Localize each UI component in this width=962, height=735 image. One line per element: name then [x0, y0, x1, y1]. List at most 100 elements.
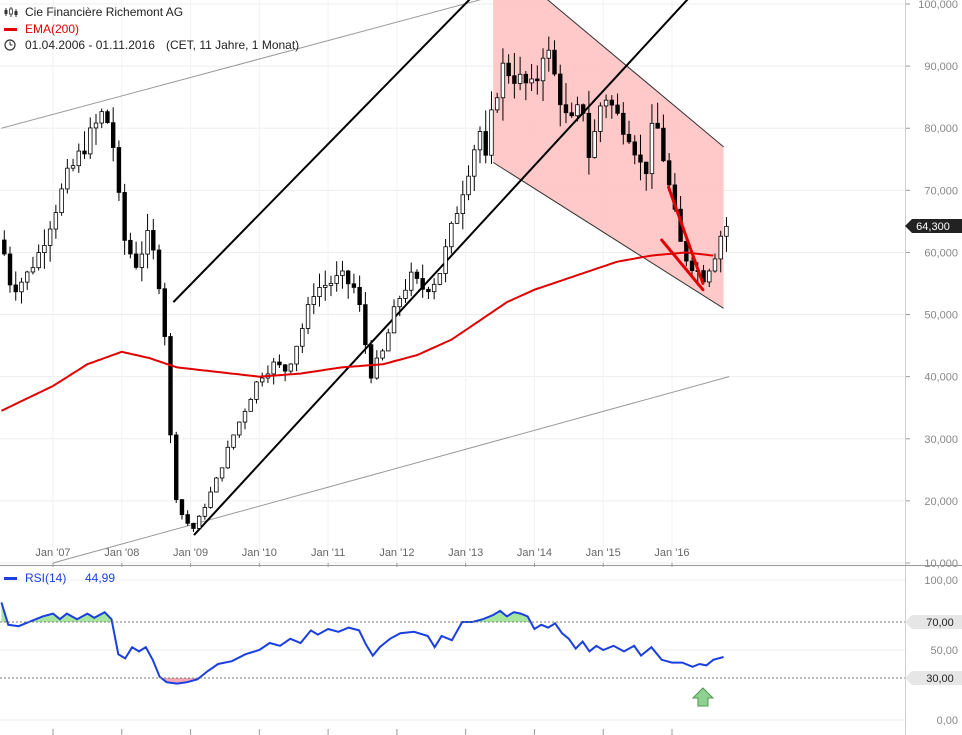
candle-body	[122, 192, 127, 241]
channel-upper-line	[547, 0, 724, 148]
x-tick-label: Jan '09	[173, 547, 208, 559]
candle-body	[420, 278, 425, 290]
price-grid	[0, 0, 905, 564]
descending-channel	[492, 0, 724, 309]
candle-body	[546, 49, 551, 59]
candle-body	[615, 104, 620, 114]
trend-line-outer-upper	[1, 0, 482, 129]
candle-body	[219, 467, 225, 479]
candle-body	[368, 344, 374, 379]
candle-body	[59, 188, 64, 214]
candle-body	[357, 287, 362, 306]
candle-body	[632, 141, 637, 156]
candle-body	[460, 194, 466, 214]
candle-body	[386, 332, 391, 352]
candle-body	[88, 127, 93, 155]
candle-body	[414, 271, 420, 279]
rsi-level-label: 30,00	[926, 673, 954, 685]
candle-body	[151, 230, 156, 251]
candle-body	[666, 160, 672, 186]
candle-body	[116, 147, 122, 193]
candle-body	[477, 131, 483, 151]
candle-body	[454, 213, 460, 224]
candle-body	[133, 253, 139, 268]
candle-body	[517, 73, 523, 84]
candle-body	[621, 112, 626, 135]
candle-body	[334, 275, 339, 284]
y-tick-label: 30,000	[924, 434, 958, 446]
rsi-level-box	[905, 671, 962, 685]
candle-body	[661, 127, 666, 162]
trend-line-uptrend-lower	[193, 0, 689, 536]
y-tick-label: 70,000	[924, 185, 958, 197]
x-tick-label: Jan '11	[311, 547, 345, 559]
rsi-zone-fills	[1, 602, 531, 684]
candle-body	[380, 350, 385, 359]
candle-body	[655, 122, 660, 129]
candle-body	[42, 245, 47, 253]
candle-body	[437, 273, 443, 285]
ema-line	[0, 251, 714, 412]
candle-body	[323, 284, 328, 288]
candle-body	[391, 306, 397, 334]
candle-body	[575, 104, 580, 117]
candle-body	[397, 298, 402, 308]
candle-body	[162, 288, 167, 337]
last-price-label: 64,300	[916, 221, 950, 233]
rsi-x-ticks	[52, 729, 673, 735]
y-tick-label: 40,000	[924, 372, 958, 384]
candle-body	[254, 381, 259, 400]
candle-body	[202, 507, 208, 517]
ema-legend-label: EMA(200)	[25, 22, 79, 36]
candle-body	[374, 357, 380, 379]
ema-legend-swatch	[4, 28, 17, 31]
y-tick-label: 20,000	[924, 496, 958, 508]
candle-body	[466, 175, 471, 196]
candle-body	[311, 296, 316, 305]
candle-body	[93, 122, 99, 129]
candle-body	[288, 363, 294, 372]
candle-body	[506, 62, 511, 77]
x-tick-label: Jan '07	[35, 547, 70, 559]
candle-body	[603, 99, 609, 107]
falling-wedge	[660, 185, 705, 292]
candle-body	[409, 271, 414, 291]
chart-title: Cie Financière Richemont AG	[25, 5, 183, 19]
candle-body	[649, 122, 655, 175]
candle-body	[282, 364, 288, 372]
buy-signal-arrow-icon	[691, 687, 715, 707]
candle-body	[168, 336, 173, 436]
candle-body	[689, 260, 695, 271]
clock-icon	[4, 39, 16, 51]
candle-body	[19, 281, 24, 293]
candle-body	[139, 253, 145, 268]
trend-lines	[1, 0, 730, 564]
rsi-legend-label: RSI(14)	[25, 571, 66, 585]
candle-body	[540, 57, 546, 82]
candle-body	[110, 122, 116, 148]
candle-body	[638, 154, 643, 163]
candle-body	[2, 239, 7, 255]
candle-body	[196, 515, 202, 529]
candle-body	[472, 149, 477, 177]
candle-body	[598, 105, 603, 132]
candle-body	[563, 104, 569, 114]
candle-body	[7, 253, 13, 286]
candle-body	[99, 111, 104, 124]
candle-body	[231, 434, 236, 448]
candle-body	[363, 304, 368, 346]
candle-body	[552, 49, 557, 75]
candle-body	[345, 270, 351, 285]
candle-body	[185, 514, 190, 524]
trend-line-outer-lower	[52, 376, 730, 564]
rsi-level-label: 70,00	[926, 617, 954, 629]
candle-body	[328, 282, 334, 286]
price-y-axis: 10,000 20,000 30,000 40,000 50,000 60,000 70,0…	[905, 0, 958, 735]
candle-body	[145, 230, 150, 255]
candle-body	[259, 377, 265, 383]
candle-body	[483, 131, 488, 156]
candle-body	[53, 212, 59, 230]
candle-body	[30, 267, 36, 273]
wedge-line	[660, 238, 705, 292]
